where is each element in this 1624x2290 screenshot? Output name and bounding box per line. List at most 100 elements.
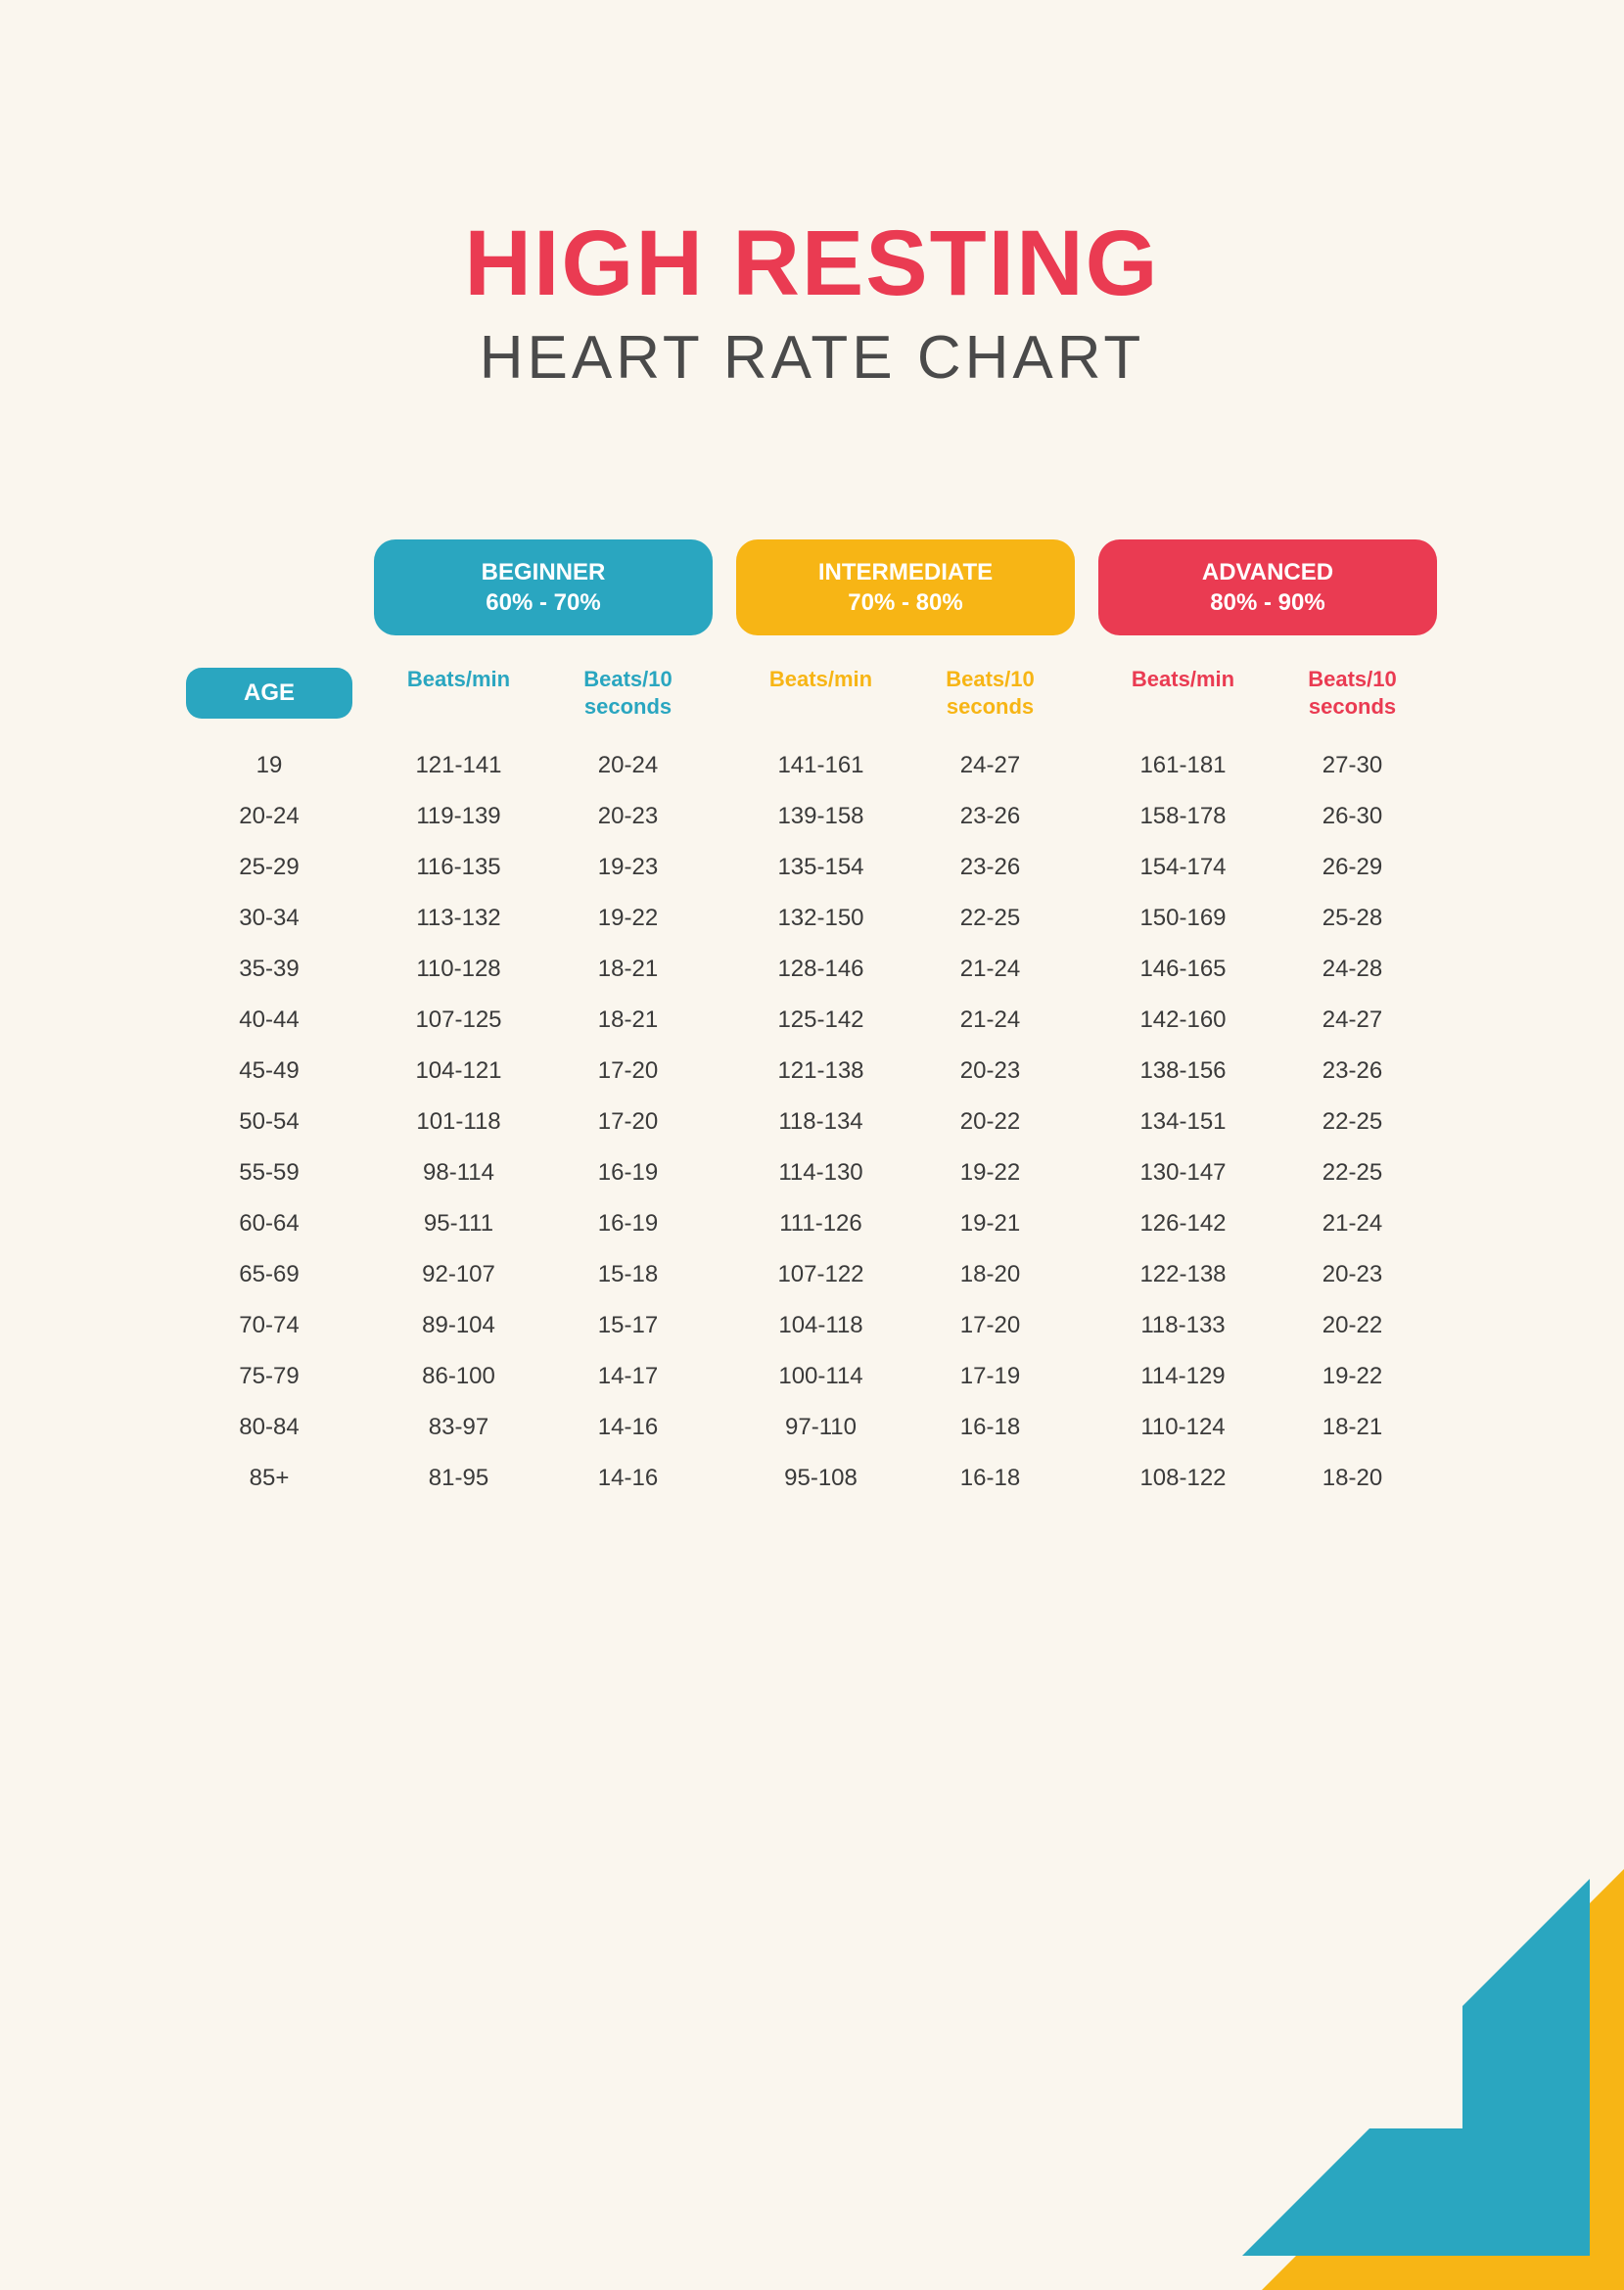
age-cell: 25-29 bbox=[176, 854, 362, 881]
table-row: 75-7986-10014-17100-11417-19114-12919-22 bbox=[176, 1351, 1449, 1402]
cell-bpm: 126-142 bbox=[1098, 1210, 1268, 1238]
age-cell: 50-54 bbox=[176, 1108, 362, 1136]
data-group-advanced: 118-13320-22 bbox=[1098, 1312, 1437, 1339]
cell-b10: 27-30 bbox=[1268, 752, 1437, 779]
data-group-advanced: 110-12418-21 bbox=[1098, 1414, 1437, 1441]
level-name: INTERMEDIATE bbox=[746, 557, 1065, 587]
age-header-pill: AGE bbox=[186, 668, 352, 719]
cell-bpm: 110-128 bbox=[374, 956, 543, 983]
data-group-beginner: 86-10014-17 bbox=[374, 1363, 713, 1390]
cell-b10: 25-28 bbox=[1268, 905, 1437, 932]
cell-bpm: 121-141 bbox=[374, 752, 543, 779]
cell-bpm: 95-108 bbox=[736, 1465, 905, 1492]
data-group-beginner: 113-13219-22 bbox=[374, 905, 713, 932]
age-cell: 70-74 bbox=[176, 1312, 362, 1339]
data-group-beginner: 121-14120-24 bbox=[374, 752, 713, 779]
cell-b10: 18-21 bbox=[543, 1006, 713, 1034]
cell-bpm: 101-118 bbox=[374, 1108, 543, 1136]
cell-b10: 22-25 bbox=[1268, 1108, 1437, 1136]
cell-b10: 18-20 bbox=[1268, 1465, 1437, 1492]
subheader-b10: Beats/10 seconds bbox=[543, 660, 713, 725]
cell-b10: 24-27 bbox=[1268, 1006, 1437, 1034]
cell-bpm: 104-118 bbox=[736, 1312, 905, 1339]
table-row: 60-64 95-11116-19 111-12619-21 126-14221-24 bbox=[176, 1198, 1449, 1249]
data-group-advanced: 142-16024-27 bbox=[1098, 1006, 1437, 1034]
cell-bpm: 107-125 bbox=[374, 1006, 543, 1034]
age-cell: 19 bbox=[176, 752, 362, 779]
age-cell: 30-34 bbox=[176, 905, 362, 932]
cell-b10: 16-18 bbox=[905, 1465, 1075, 1492]
cell-b10: 19-22 bbox=[1268, 1363, 1437, 1390]
cell-b10: 23-26 bbox=[905, 803, 1075, 830]
data-group-advanced: 134-15122-25 bbox=[1098, 1108, 1437, 1136]
title-block: HIGH RESTING HEART RATE CHART bbox=[176, 215, 1448, 393]
subheader-b10: Beats/10 seconds bbox=[905, 660, 1075, 725]
cell-b10: 21-24 bbox=[905, 956, 1075, 983]
age-cell: 40-44 bbox=[176, 1006, 362, 1034]
age-cell: 60-64 bbox=[176, 1210, 362, 1238]
cell-bpm: 125-142 bbox=[736, 1006, 905, 1034]
cell-b10: 23-26 bbox=[905, 854, 1075, 881]
table-row: 80-8483-9714-1697-11016-18110-12418-21 bbox=[176, 1402, 1449, 1453]
data-group-intermediate: 141-16124-27 bbox=[736, 752, 1075, 779]
cell-b10: 18-20 bbox=[905, 1261, 1075, 1288]
cell-bpm: 118-133 bbox=[1098, 1312, 1268, 1339]
data-group-advanced: 161-18127-30 bbox=[1098, 752, 1437, 779]
cell-bpm: 119-139 bbox=[374, 803, 543, 830]
cell-b10: 14-16 bbox=[543, 1414, 713, 1441]
cell-bpm: 158-178 bbox=[1098, 803, 1268, 830]
age-cell: 85+ bbox=[176, 1465, 362, 1492]
age-cell: 20-24 bbox=[176, 803, 362, 830]
cell-b10: 24-28 bbox=[1268, 956, 1437, 983]
subheader-bpm: Beats/min bbox=[374, 660, 543, 725]
data-group-beginner: 101-11817-20 bbox=[374, 1108, 713, 1136]
cell-b10: 17-19 bbox=[905, 1363, 1075, 1390]
cell-b10: 17-20 bbox=[905, 1312, 1075, 1339]
data-group-intermediate: 95-10816-18 bbox=[736, 1465, 1075, 1492]
cell-b10: 16-19 bbox=[543, 1159, 713, 1187]
level-range: 60% - 70% bbox=[384, 587, 703, 618]
data-group-intermediate: 107-12218-20 bbox=[736, 1261, 1075, 1288]
level-pill-advanced: ADVANCED80% - 90% bbox=[1098, 539, 1437, 635]
corner-decoration bbox=[1203, 1869, 1624, 2290]
cell-bpm: 150-169 bbox=[1098, 905, 1268, 932]
cell-b10: 17-20 bbox=[543, 1057, 713, 1085]
data-group-intermediate: 114-13019-22 bbox=[736, 1159, 1075, 1187]
table-row: 35-39110-12818-21128-14621-24146-16524-2… bbox=[176, 944, 1449, 995]
cell-bpm: 139-158 bbox=[736, 803, 905, 830]
cell-b10: 19-23 bbox=[543, 854, 713, 881]
subheader-bpm: Beats/min bbox=[736, 660, 905, 725]
cell-b10: 20-23 bbox=[543, 803, 713, 830]
data-group-intermediate: 97-11016-18 bbox=[736, 1414, 1075, 1441]
data-group-advanced: 138-15623-26 bbox=[1098, 1057, 1437, 1085]
cell-bpm: 81-95 bbox=[374, 1465, 543, 1492]
cell-bpm: 154-174 bbox=[1098, 854, 1268, 881]
table-row: 40-44 107-12518-21 125-14221-24 142-16024-2… bbox=[176, 995, 1449, 1046]
cell-b10: 20-22 bbox=[1268, 1312, 1437, 1339]
data-group-advanced: 126-14221-24 bbox=[1098, 1210, 1437, 1238]
data-group-beginner: 89-10415-17 bbox=[374, 1312, 713, 1339]
data-group-intermediate: 125-14221-24 bbox=[736, 1006, 1075, 1034]
table-row: 85+81-9514-1695-10816-18108-12218-20 bbox=[176, 1453, 1449, 1504]
data-group-intermediate: 121-13820-23 bbox=[736, 1057, 1075, 1085]
cell-bpm: 135-154 bbox=[736, 854, 905, 881]
cell-bpm: 161-181 bbox=[1098, 752, 1268, 779]
cell-b10: 20-24 bbox=[543, 752, 713, 779]
data-group-advanced: 108-12218-20 bbox=[1098, 1465, 1437, 1492]
cell-bpm: 113-132 bbox=[374, 905, 543, 932]
cell-b10: 16-18 bbox=[905, 1414, 1075, 1441]
data-group-intermediate: 100-11417-19 bbox=[736, 1363, 1075, 1390]
data-group-intermediate: 104-11817-20 bbox=[736, 1312, 1075, 1339]
data-group-beginner: 116-13519-23 bbox=[374, 854, 713, 881]
data-group-beginner: 92-10715-18 bbox=[374, 1261, 713, 1288]
level-name: ADVANCED bbox=[1108, 557, 1427, 587]
subheader-row: AGEBeats/minBeats/10 secondsBeats/minBea… bbox=[176, 660, 1449, 725]
cell-b10: 19-21 bbox=[905, 1210, 1075, 1238]
level-name: BEGINNER bbox=[384, 557, 703, 587]
cell-bpm: 121-138 bbox=[736, 1057, 905, 1085]
data-group-intermediate: 111-12619-21 bbox=[736, 1210, 1075, 1238]
data-group-beginner: 95-11116-19 bbox=[374, 1210, 713, 1238]
level-pill-beginner: BEGINNER60% - 70% bbox=[374, 539, 713, 635]
data-group-advanced: 150-16925-28 bbox=[1098, 905, 1437, 932]
age-cell: 35-39 bbox=[176, 956, 362, 983]
